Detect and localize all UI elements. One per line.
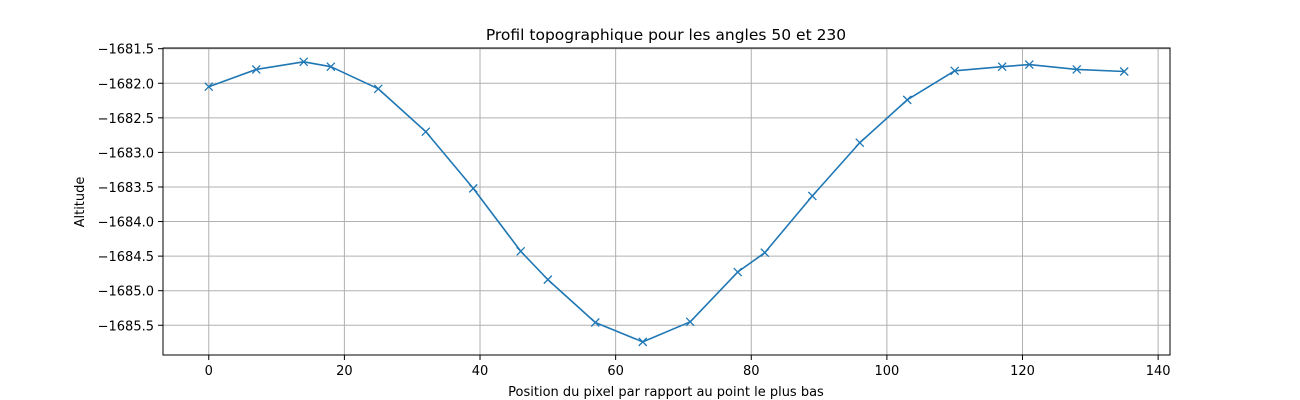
data-point-marker xyxy=(902,95,912,105)
data-point-marker xyxy=(807,191,817,201)
y-tick-label: −1682.5 xyxy=(98,112,154,127)
data-point-marker xyxy=(997,62,1007,72)
series-layer xyxy=(204,57,1129,347)
series-line xyxy=(208,61,1125,343)
y-tick-label: −1681.5 xyxy=(98,43,154,58)
data-point-marker xyxy=(638,337,648,347)
plot-frame xyxy=(162,47,1171,356)
data-point-marker xyxy=(733,267,743,277)
data-point-marker xyxy=(685,317,695,327)
y-tick-label: −1683.0 xyxy=(98,146,154,161)
y-axis-label: Altitude xyxy=(73,177,88,228)
data-point-marker xyxy=(1119,67,1129,76)
x-tick-label: 20 xyxy=(336,364,353,379)
y-axis: −1681.5 −1682.0 −1682.5 −1683.0 −1683.5 −1684… xyxy=(98,43,163,334)
y-tick-label: −1685.0 xyxy=(98,285,154,300)
x-tick-label: 80 xyxy=(743,364,760,379)
chart-title: Profil topographique pour les angles 50 … xyxy=(486,26,846,44)
data-point-marker xyxy=(421,127,431,137)
y-tick-label: −1684.5 xyxy=(98,250,154,265)
x-tick-label: 100 xyxy=(874,364,899,379)
data-point-marker xyxy=(204,82,214,92)
data-point-marker xyxy=(950,66,960,76)
data-point-marker xyxy=(760,248,770,258)
data-point-marker xyxy=(468,183,478,193)
data-point-marker xyxy=(516,246,526,256)
data-point-marker xyxy=(373,84,383,94)
x-tick-label: 140 xyxy=(1146,364,1171,379)
y-tick-label: −1683.5 xyxy=(98,181,154,196)
y-tick-label: −1682.0 xyxy=(98,77,154,92)
data-point-marker xyxy=(855,138,865,148)
data-point-marker xyxy=(326,62,336,72)
y-tick-label: −1684.0 xyxy=(98,216,154,231)
x-tick-label: 0 xyxy=(205,364,213,379)
data-point-marker xyxy=(251,64,261,74)
x-tick-label: 120 xyxy=(1010,364,1035,379)
data-point-marker xyxy=(299,57,309,67)
data-point-marker xyxy=(1024,60,1034,70)
x-axis: 0 20 40 60 80 100 120 140 xyxy=(205,355,1171,379)
data-point-marker xyxy=(543,275,553,285)
grid xyxy=(163,48,1170,355)
y-tick-label: −1685.5 xyxy=(98,319,154,334)
x-axis-label: Position du pixel par rapport au point l… xyxy=(508,385,824,400)
x-tick-label: 40 xyxy=(472,364,489,379)
x-tick-label: 60 xyxy=(607,364,624,379)
data-point-marker xyxy=(590,318,600,327)
data-point-marker xyxy=(1072,64,1082,74)
